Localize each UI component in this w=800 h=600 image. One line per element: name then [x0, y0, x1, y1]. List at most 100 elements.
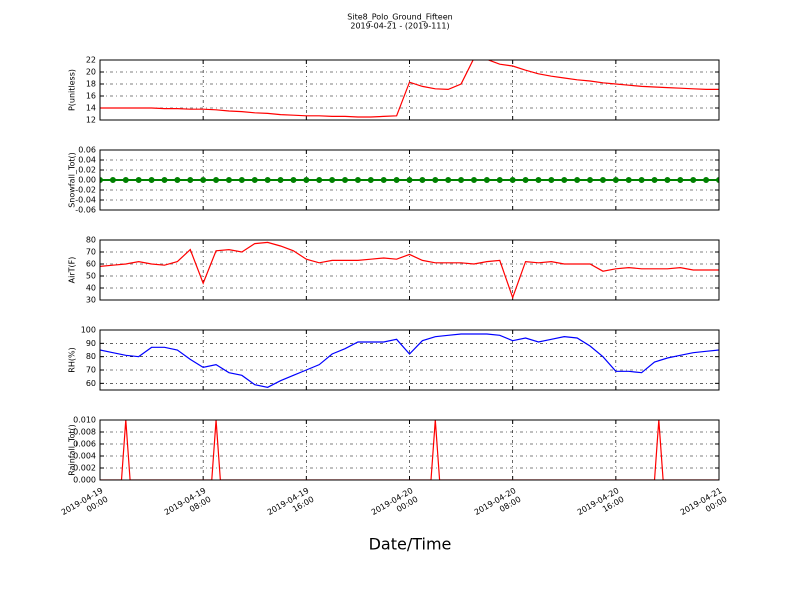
y-tick-label: 18 — [86, 80, 96, 89]
y-tick-label: 90 — [86, 339, 96, 348]
data-point — [716, 177, 719, 183]
chart-title: Site8_Polo_Ground_Fifteen — [347, 13, 452, 22]
y-tick-label: 100 — [81, 326, 96, 335]
data-point — [561, 177, 568, 183]
data-point — [135, 177, 142, 183]
data-point — [587, 177, 594, 183]
data-point — [393, 177, 400, 183]
data-point — [213, 177, 220, 183]
y-tick-label: 20 — [86, 68, 96, 77]
data-point — [522, 177, 529, 183]
y-tick-label: 0.002 — [73, 464, 96, 473]
plot-area — [100, 420, 719, 480]
y-tick-label: 22 — [86, 56, 96, 65]
y-tick-label: 40 — [86, 284, 96, 293]
y-tick-label: 0.010 — [73, 416, 96, 425]
plot-area — [100, 177, 719, 183]
chart-subtitle: 2019-04-21 - (2019-111) — [350, 22, 449, 31]
data-point — [161, 177, 168, 183]
y-tick-label: 14 — [86, 104, 96, 113]
y-axis-label: AirT(F) — [68, 257, 77, 284]
data-point — [496, 177, 503, 183]
y-tick-label: -0.06 — [75, 206, 96, 215]
data-point — [535, 177, 542, 183]
data-point — [109, 177, 116, 183]
y-axis-label: Rainfall_Tot() — [68, 424, 77, 476]
data-point — [419, 177, 426, 183]
y-tick-label: 70 — [86, 366, 96, 375]
data-point — [342, 177, 349, 183]
y-tick-label: 12 — [86, 116, 96, 125]
data-point — [703, 177, 710, 183]
data-point — [509, 177, 516, 183]
data-point — [690, 177, 697, 183]
axes-frame — [99, 329, 720, 391]
y-tick-label: 0.000 — [73, 476, 96, 485]
data-line — [100, 60, 719, 118]
data-point — [432, 177, 439, 183]
y-axis-label: RH(%) — [68, 347, 77, 372]
plot-area — [100, 241, 719, 300]
data-point — [651, 177, 658, 183]
data-point — [367, 177, 374, 183]
y-tick-label: 0.02 — [78, 166, 96, 175]
data-point — [354, 177, 361, 183]
axes-frame — [99, 419, 720, 481]
data-line — [100, 420, 719, 480]
y-tick-label: 0.006 — [73, 440, 96, 449]
y-tick-label: 0.008 — [73, 428, 96, 437]
y-tick-label: 60 — [86, 379, 96, 388]
data-point — [290, 177, 297, 183]
y-axis-label: P(unitless) — [68, 69, 77, 111]
data-point — [548, 177, 555, 183]
data-point — [638, 177, 645, 183]
data-point — [148, 177, 155, 183]
y-tick-label: 16 — [86, 92, 96, 101]
data-point — [277, 177, 284, 183]
y-tick-label: 0.06 — [78, 146, 96, 155]
data-point — [458, 177, 465, 183]
data-point — [406, 177, 413, 183]
data-point — [612, 177, 619, 183]
data-point — [677, 177, 684, 183]
plot-area — [100, 60, 719, 118]
data-point — [200, 177, 207, 183]
plot-area — [100, 333, 719, 388]
axes-frame — [99, 239, 720, 301]
data-point — [470, 177, 477, 183]
y-tick-label: 0.04 — [78, 156, 96, 165]
data-point — [238, 177, 245, 183]
data-line — [100, 241, 719, 300]
y-tick-label: -0.04 — [75, 196, 96, 205]
data-point — [187, 177, 194, 183]
data-point — [483, 177, 490, 183]
data-point — [316, 177, 323, 183]
data-point — [303, 177, 310, 183]
y-axis-label: Snowfall_Tot() — [68, 152, 77, 208]
x-axis-label: Date/Time — [369, 535, 452, 554]
y-tick-label: 30 — [86, 296, 96, 305]
y-tick-label: 0.00 — [78, 176, 96, 185]
y-tick-label: 50 — [86, 272, 96, 281]
data-point — [329, 177, 336, 183]
data-point — [574, 177, 581, 183]
y-tick-label: -0.02 — [75, 186, 96, 195]
y-tick-label: 80 — [86, 236, 96, 245]
data-line — [100, 333, 719, 388]
data-point — [664, 177, 671, 183]
data-point — [599, 177, 606, 183]
axes-frame — [99, 149, 720, 211]
y-tick-label: 80 — [86, 352, 96, 361]
data-point — [225, 177, 232, 183]
data-point — [251, 177, 258, 183]
data-point — [174, 177, 181, 183]
data-point — [264, 177, 271, 183]
y-tick-label: 70 — [86, 248, 96, 257]
y-tick-label: 0.004 — [73, 452, 96, 461]
data-point — [445, 177, 452, 183]
data-point — [625, 177, 632, 183]
data-point — [380, 177, 387, 183]
data-point — [122, 177, 129, 183]
